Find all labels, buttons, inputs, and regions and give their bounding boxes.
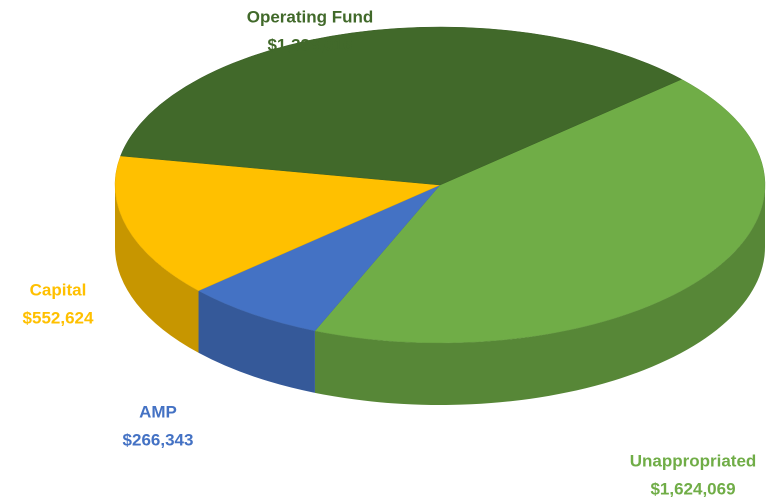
slice-label: Operating Fund [247,7,374,26]
slice-value: $1,338,016 [267,35,352,54]
slice [197,184,441,332]
slice-label: AMP [139,402,177,421]
slice-label: Capital [30,280,87,299]
slice-value: $266,343 [123,430,194,449]
slice-value: $552,624 [23,308,94,327]
slice-side [314,185,765,405]
slice [114,155,441,292]
slice-side [198,290,315,393]
slice-side [115,185,199,353]
slice [314,78,766,344]
pie [114,26,766,405]
slice-value: $1,624,069 [650,479,735,498]
slice [120,26,683,186]
slice-label: Unappropriated [630,451,757,470]
